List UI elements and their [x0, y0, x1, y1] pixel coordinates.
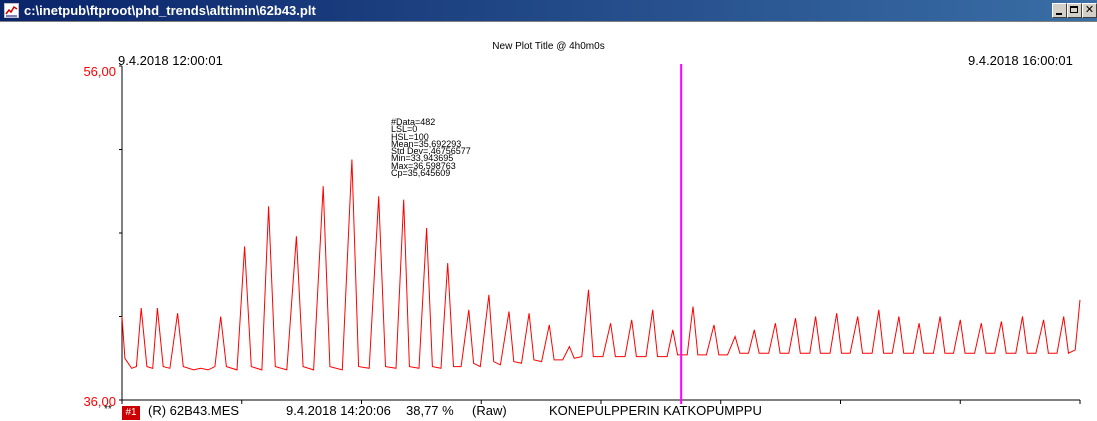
series-line-62b43 — [121, 159, 1081, 371]
y-axis-max-label: 56,00 — [83, 64, 116, 79]
title-bar[interactable]: c:\inetpub\ftproot\phd_trends\alttimin\6… — [0, 0, 1097, 22]
plot-title: New Plot Title @ 4h0m0s — [492, 41, 605, 52]
axis-ticks — [119, 65, 1081, 404]
stat-min: Min=33,943695 — [391, 153, 454, 164]
stat-hsl: HSL=100 — [391, 131, 429, 142]
trend-chart-icon — [4, 3, 19, 18]
x-axis-end-time: 9.4.2018 16:00:01 — [968, 53, 1073, 68]
tag-description: KONEPULPPERIN KATKOPUMPPU — [549, 403, 762, 418]
cursor-time: 9.4.2018 14:20:06 — [286, 403, 391, 418]
x-axis-start-time: 9.4.2018 12:00:01 — [118, 53, 223, 68]
window-title: c:\inetpub\ftproot\phd_trends\alttimin\6… — [24, 3, 316, 18]
cursor-value: 38,77 % — [406, 403, 454, 418]
maximize-icon — [1070, 6, 1078, 13]
stat-mean: Mean=35,692293 — [391, 138, 462, 149]
stat-std-dev: Std Dev=,46756577 — [391, 146, 471, 157]
trace-color-badge[interactable]: #1 — [122, 406, 140, 420]
data-mode: (Raw) — [472, 403, 507, 418]
minimize-icon — [1056, 13, 1062, 15]
close-icon: ✕ — [1084, 3, 1095, 16]
stat-data-count: #Data=482 — [391, 117, 436, 127]
stat-max: Max=36,598763 — [391, 160, 456, 171]
plot-axes — [121, 66, 1080, 401]
stat-lsl: LSL=0 — [391, 124, 418, 135]
maximize-button[interactable] — [1067, 3, 1082, 18]
tag-name: (R) 62B43.MES — [148, 403, 240, 418]
statistics-box: #Data=482 LSL=0 HSL=100 Mean=35,692293 S… — [391, 117, 471, 179]
minimize-button[interactable] — [1052, 3, 1067, 18]
y-axis-min-label: 36,00 — [83, 394, 116, 409]
stat-cp: Cp=35,645609 — [391, 168, 451, 179]
selection-marker: ** — [104, 404, 112, 415]
